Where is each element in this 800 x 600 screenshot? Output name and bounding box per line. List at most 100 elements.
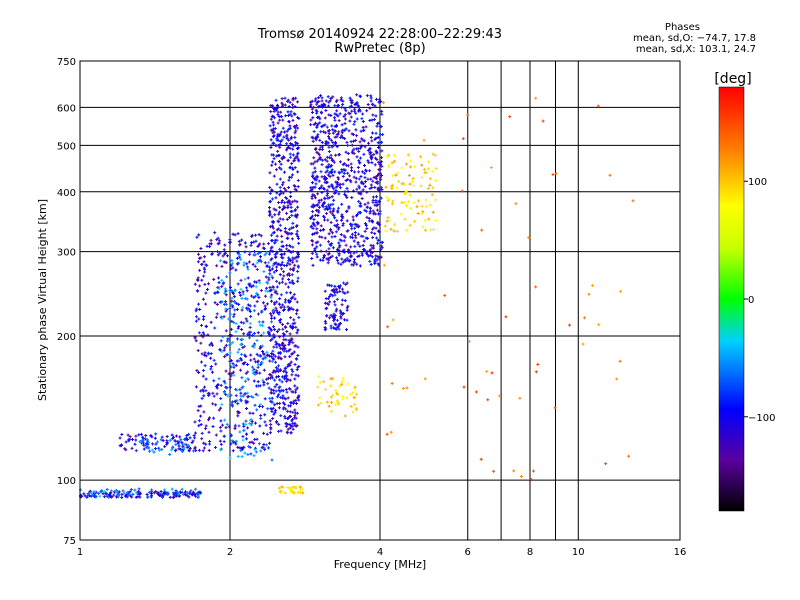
data-point: [223, 291, 227, 295]
data-point: [316, 151, 320, 155]
data-point: [296, 252, 300, 256]
data-point: [274, 261, 278, 265]
data-point: [264, 251, 268, 255]
data-point: [358, 94, 362, 98]
data-point: [291, 341, 295, 345]
y-tick-label: 600: [57, 103, 76, 114]
data-point: [279, 396, 283, 400]
data-point: [202, 441, 206, 445]
data-point: [234, 394, 238, 398]
data-point: [374, 175, 378, 179]
data-point: [249, 243, 253, 247]
data-point: [364, 125, 368, 129]
data-point: [345, 281, 349, 285]
data-point: [274, 306, 278, 310]
data-point: [348, 96, 352, 100]
data-point: [527, 236, 531, 240]
data-point: [376, 220, 380, 224]
data-point: [239, 391, 243, 395]
data-point: [238, 242, 242, 246]
data-point: [149, 434, 153, 438]
data-point: [201, 388, 205, 392]
data-point: [234, 322, 238, 326]
data-point: [292, 183, 296, 187]
data-point: [249, 241, 253, 245]
data-point: [186, 443, 190, 447]
data-point: [281, 401, 285, 405]
data-point: [323, 103, 327, 107]
data-point: [201, 331, 205, 335]
data-point: [282, 333, 286, 337]
data-point: [334, 309, 338, 313]
data-point: [337, 206, 341, 210]
data-point: [169, 438, 173, 442]
data-point: [83, 494, 87, 498]
data-point: [358, 146, 362, 150]
data-point: [275, 383, 279, 387]
data-point: [222, 348, 226, 352]
data-point: [334, 388, 338, 392]
data-point: [296, 235, 300, 239]
data-point: [273, 328, 277, 332]
data-point: [377, 100, 381, 104]
data-point: [296, 276, 300, 280]
data-point: [323, 325, 327, 329]
data-point: [352, 147, 356, 151]
data-point: [199, 404, 203, 408]
data-point: [353, 109, 357, 113]
data-point: [352, 175, 356, 179]
data-point: [395, 229, 399, 233]
data-point: [216, 236, 220, 240]
data-point: [289, 232, 293, 236]
data-point: [278, 145, 282, 149]
data-point: [349, 162, 353, 166]
data-point: [313, 160, 317, 164]
data-point: [229, 374, 233, 378]
data-point: [284, 366, 288, 370]
data-point: [278, 132, 282, 136]
data-point: [217, 281, 221, 285]
data-point: [258, 404, 262, 408]
data-point: [263, 397, 267, 401]
data-point: [216, 253, 220, 257]
data-point: [215, 302, 219, 306]
data-point: [474, 390, 478, 394]
data-point: [324, 211, 328, 215]
data-point: [339, 311, 343, 315]
data-point: [321, 158, 325, 162]
data-point: [239, 287, 243, 291]
data-point: [180, 442, 184, 446]
data-point: [380, 112, 384, 116]
data-point: [268, 272, 272, 276]
data-point: [228, 238, 232, 242]
data-point: [375, 204, 379, 208]
data-point: [420, 204, 424, 208]
data-point: [267, 252, 271, 256]
data-point: [340, 257, 344, 261]
data-point: [334, 327, 338, 331]
data-point: [274, 269, 278, 273]
data-point: [239, 397, 243, 401]
data-point: [128, 490, 132, 494]
data-point: [350, 196, 354, 200]
data-point: [466, 113, 470, 117]
data-point: [245, 297, 249, 301]
data-point: [385, 195, 389, 199]
data-point: [319, 249, 323, 253]
data-point: [239, 320, 243, 324]
data-point: [340, 131, 344, 135]
data-point: [297, 159, 301, 163]
data-point: [313, 248, 317, 252]
data-point: [317, 96, 321, 100]
data-point: [384, 185, 388, 189]
data-point: [479, 457, 483, 461]
data-point: [314, 147, 318, 151]
data-point: [204, 324, 208, 328]
data-point: [160, 447, 164, 451]
data-point: [353, 222, 357, 226]
data-point: [288, 387, 292, 391]
data-point: [269, 391, 273, 395]
data-point: [311, 175, 315, 179]
data-point: [359, 175, 363, 179]
data-point: [341, 394, 345, 398]
